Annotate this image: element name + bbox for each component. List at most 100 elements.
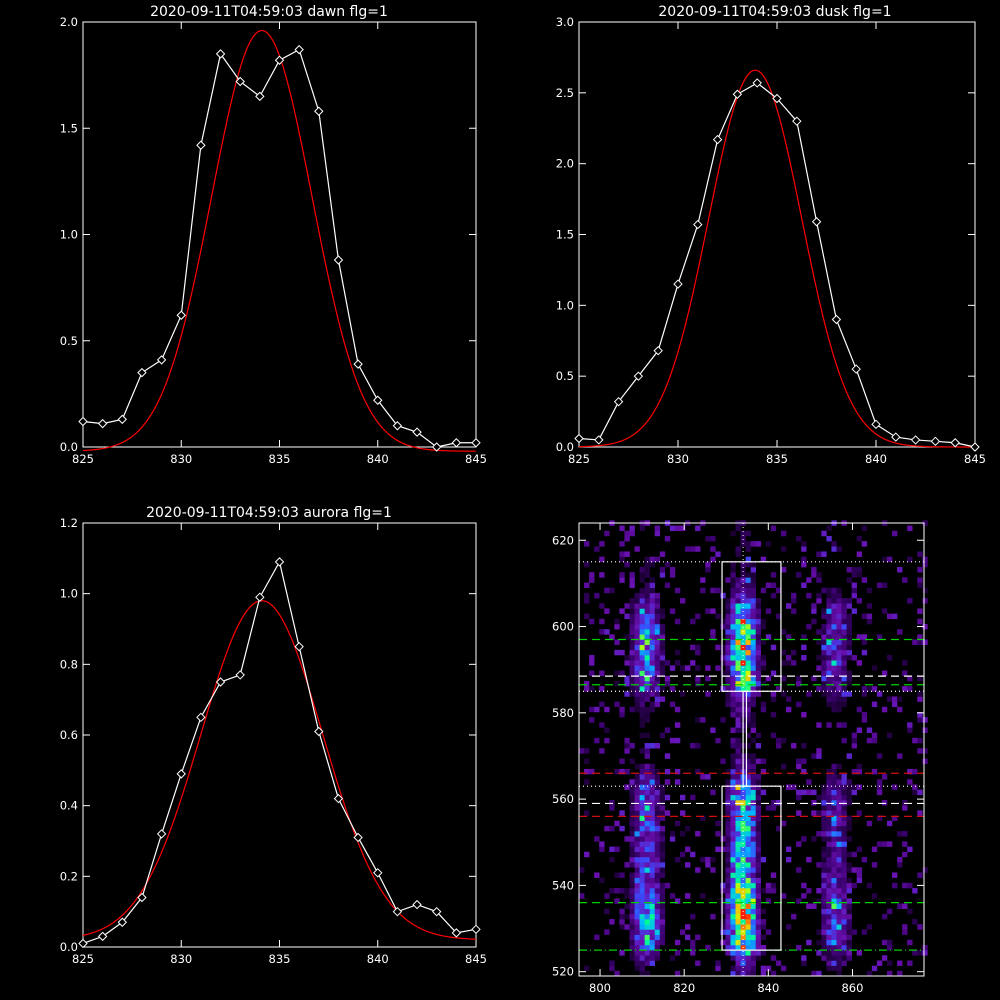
spectrogram-cell — [690, 944, 696, 951]
spectrogram-cell — [649, 867, 656, 873]
spectrogram-cell — [644, 919, 650, 925]
spectrogram-cell — [846, 851, 852, 858]
spectrogram-cell — [669, 836, 676, 842]
spectrogram-cell — [589, 706, 595, 713]
spectrogram-cell — [639, 898, 645, 904]
spectrogram-cell — [801, 634, 807, 640]
spectrogram-cell — [780, 660, 787, 666]
spectrogram-cell — [730, 856, 736, 863]
spectrogram-cell — [644, 856, 650, 863]
spectrogram-cell — [811, 810, 817, 816]
spectrogram-cell — [846, 877, 852, 884]
spectrogram-cell — [791, 649, 797, 656]
aurora-data-point — [314, 726, 324, 737]
spectrogram-cell — [831, 686, 837, 692]
spectrogram-cell — [639, 789, 645, 796]
spectrogram-cell — [755, 680, 762, 687]
spectrogram-cell — [745, 898, 751, 904]
spectrogram-cell — [639, 587, 645, 594]
spectrogram-cell — [629, 841, 635, 847]
spectrogram-cell — [826, 670, 832, 677]
spectrogram-cell — [856, 706, 863, 713]
spectrogram-cell — [634, 701, 640, 708]
spectrogram-cell — [821, 913, 827, 920]
spectrogram-cell — [826, 805, 832, 811]
spectrogram-cell — [826, 665, 832, 671]
spectrogram-cell — [644, 887, 650, 894]
spectrogram-cell — [589, 686, 595, 692]
spectrogram-cell — [720, 623, 726, 630]
spectrogram-cell — [831, 763, 837, 770]
spectrogram-cell — [730, 587, 736, 594]
spectrogram-cell — [836, 887, 842, 894]
spectrogram-cell — [644, 836, 650, 842]
spectrogram-cell — [634, 815, 640, 821]
spectrogram-cell — [649, 872, 656, 878]
dawn-data-point — [353, 359, 363, 369]
spectrogram-cell — [634, 955, 640, 961]
spectrogram-cell — [821, 686, 827, 692]
spectrogram-cell — [836, 634, 842, 640]
spectrogram-cell — [629, 758, 635, 765]
dawn-data-point — [156, 355, 167, 365]
spectrogram-cell — [897, 753, 903, 759]
spectrogram-cell — [639, 882, 645, 889]
spectrogram-cell — [674, 970, 681, 977]
spectrogram-cell — [639, 577, 645, 583]
spectrogram-cell — [735, 613, 741, 620]
spectrogram-cell — [619, 608, 625, 614]
spectrogram-cell — [654, 825, 661, 832]
spectrogram-cell — [745, 711, 751, 718]
spectrogram-cell — [720, 887, 726, 894]
spectrogram-cell — [659, 805, 666, 811]
spectrogram-cell — [917, 924, 923, 930]
spectrogram-cell — [745, 587, 751, 594]
spectrogram-cell — [690, 913, 696, 920]
spectrogram-cell — [846, 784, 852, 790]
spectrogram-cell — [594, 592, 600, 599]
spectrogram-cell — [659, 872, 666, 878]
spectrogram-cell — [639, 851, 645, 858]
spectrogram-cell — [629, 743, 635, 749]
spectrogram-cell — [735, 794, 741, 801]
spectrogram-cell — [750, 893, 757, 899]
spectrogram-cell — [755, 665, 762, 671]
spectrogram-cell — [750, 737, 757, 744]
spectrogram-cell — [836, 939, 842, 946]
spectrogram-cell — [801, 960, 807, 966]
spectrogram-cell — [649, 592, 656, 599]
spectrogram-cell — [659, 924, 666, 930]
spectrogram-cell — [836, 831, 842, 837]
spectrogram-cell — [619, 525, 625, 532]
spectrogram-cell — [654, 691, 661, 697]
spectrogram-cell — [740, 831, 746, 837]
spectrogram-cell — [907, 722, 913, 728]
spectrogram-cell — [841, 737, 847, 744]
spectrogram-cell — [831, 649, 837, 656]
spectrogram-cell — [584, 686, 590, 692]
dusk-data-point — [673, 279, 683, 289]
spectrogram-cell — [755, 815, 762, 821]
spectrogram-cell — [826, 592, 832, 599]
spectrogram-cell — [745, 592, 751, 599]
dusk-data-point — [851, 364, 861, 374]
spectrogram-cell — [821, 613, 827, 620]
spectrogram-cell — [634, 603, 640, 609]
spectrogram-cell — [846, 567, 852, 573]
spectrogram-cell — [892, 784, 898, 790]
spectrogram-cell — [831, 789, 837, 796]
spectrogram-cell — [624, 603, 630, 609]
spectrogram-cell — [897, 903, 903, 909]
spectrogram-cell — [725, 887, 731, 894]
spectrogram-cell — [861, 717, 868, 723]
spectrogram-cell — [851, 587, 857, 594]
spectrogram-cell — [740, 799, 746, 806]
spectrogram-cell — [902, 924, 908, 930]
spectrogram-cell — [634, 913, 640, 920]
spectrogram-cell — [831, 805, 837, 811]
spectrogram-cell — [770, 872, 777, 878]
spectrogram-cell — [679, 929, 686, 935]
spectrogram-cell — [624, 887, 630, 894]
spectrogram-cell — [659, 665, 666, 671]
spectrogram-cell — [634, 929, 640, 935]
